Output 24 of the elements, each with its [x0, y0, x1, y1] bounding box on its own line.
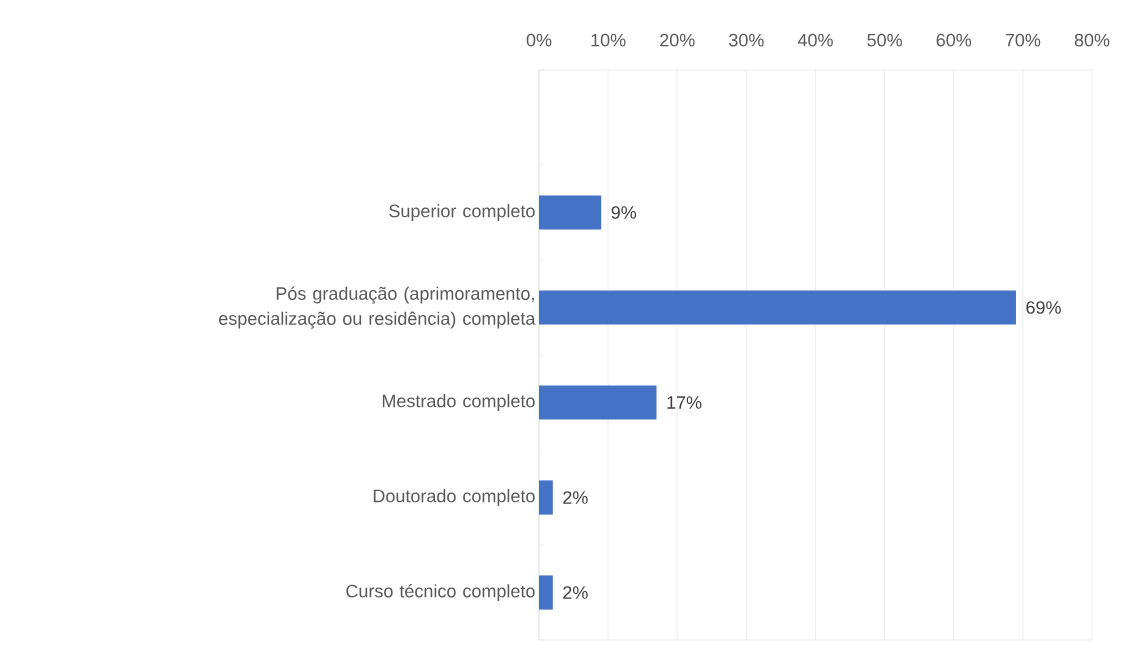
- data-label: 9%: [611, 206, 637, 219]
- bar: [539, 480, 553, 515]
- x-tick-label: 20%: [660, 33, 695, 47]
- x-tick-label: 0%: [526, 33, 552, 47]
- bar: [539, 575, 553, 610]
- data-label: 2%: [563, 491, 588, 504]
- y-tick-label: Curso técnico completo: [346, 584, 535, 601]
- x-tick-label: 60%: [936, 33, 972, 47]
- x-tick-label: 30%: [729, 33, 764, 47]
- x-tick-label: 40%: [797, 33, 833, 47]
- bar: [539, 195, 602, 230]
- y-tick-label: Mestrado completo: [382, 394, 535, 411]
- y-tick-label: Pós graduação (aprimoramento, especialização ou residência) completa: [219, 286, 536, 329]
- x-tick-label: 80%: [1074, 33, 1110, 47]
- data-label: 2%: [563, 586, 588, 599]
- x-tick-label: 50%: [867, 33, 902, 47]
- data-label: 69%: [1026, 301, 1061, 314]
- x-tick-label: 10%: [591, 33, 626, 47]
- bar: [539, 385, 657, 420]
- data-label: 17%: [667, 396, 702, 409]
- y-tick-label: Superior completo: [389, 204, 535, 221]
- x-tick-label: 70%: [1005, 33, 1041, 47]
- y-tick-label: Doutorado completo: [373, 489, 535, 506]
- bar: [539, 290, 1016, 325]
